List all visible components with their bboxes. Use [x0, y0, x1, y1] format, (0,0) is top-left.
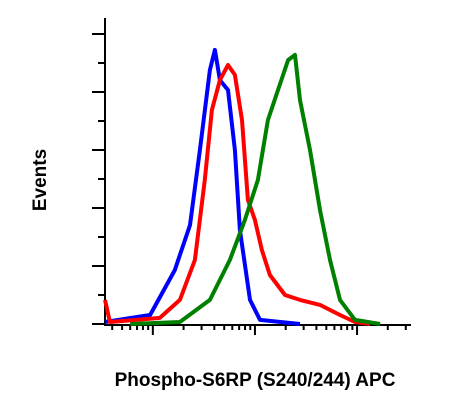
series-line [103, 63, 371, 326]
y-axis-label: Events [30, 149, 51, 211]
series-line [104, 47, 301, 326]
series-line [130, 52, 381, 326]
x-axis-label: Phospho-S6RP (S240/244) APC [115, 370, 396, 391]
